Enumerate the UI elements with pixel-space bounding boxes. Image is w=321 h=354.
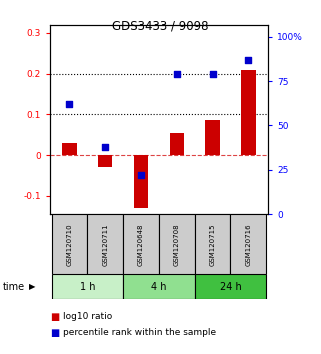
- Point: [246, 57, 251, 63]
- Text: GSM120711: GSM120711: [102, 223, 108, 266]
- Bar: [87, 214, 123, 274]
- Text: 1 h: 1 h: [80, 282, 95, 292]
- Text: percentile rank within the sample: percentile rank within the sample: [63, 328, 216, 337]
- Point: [103, 144, 108, 149]
- Text: GSM120716: GSM120716: [245, 223, 251, 266]
- Text: GDS3433 / 9098: GDS3433 / 9098: [112, 19, 209, 33]
- Text: ■: ■: [50, 328, 59, 338]
- Bar: [98, 155, 112, 167]
- Bar: [159, 214, 195, 274]
- Bar: [123, 214, 159, 274]
- Point: [174, 71, 179, 77]
- Text: ■: ■: [50, 312, 59, 322]
- Point: [138, 172, 143, 178]
- Text: log10 ratio: log10 ratio: [63, 312, 112, 321]
- Text: ▶: ▶: [29, 282, 35, 291]
- Text: time: time: [3, 282, 25, 292]
- Bar: [52, 274, 123, 299]
- Bar: [241, 70, 256, 155]
- Bar: [123, 274, 195, 299]
- Bar: [205, 120, 220, 155]
- Text: 24 h: 24 h: [220, 282, 241, 292]
- Text: GSM120710: GSM120710: [66, 223, 73, 266]
- Point: [67, 101, 72, 107]
- Text: 4 h: 4 h: [151, 282, 167, 292]
- Point: [210, 71, 215, 77]
- Bar: [62, 143, 77, 155]
- Bar: [195, 274, 266, 299]
- Bar: [230, 214, 266, 274]
- Text: GSM120648: GSM120648: [138, 223, 144, 266]
- Text: GSM120715: GSM120715: [210, 223, 216, 266]
- Bar: [169, 133, 184, 155]
- Text: GSM120708: GSM120708: [174, 223, 180, 266]
- Bar: [52, 214, 87, 274]
- Bar: [195, 214, 230, 274]
- Bar: [134, 155, 148, 208]
